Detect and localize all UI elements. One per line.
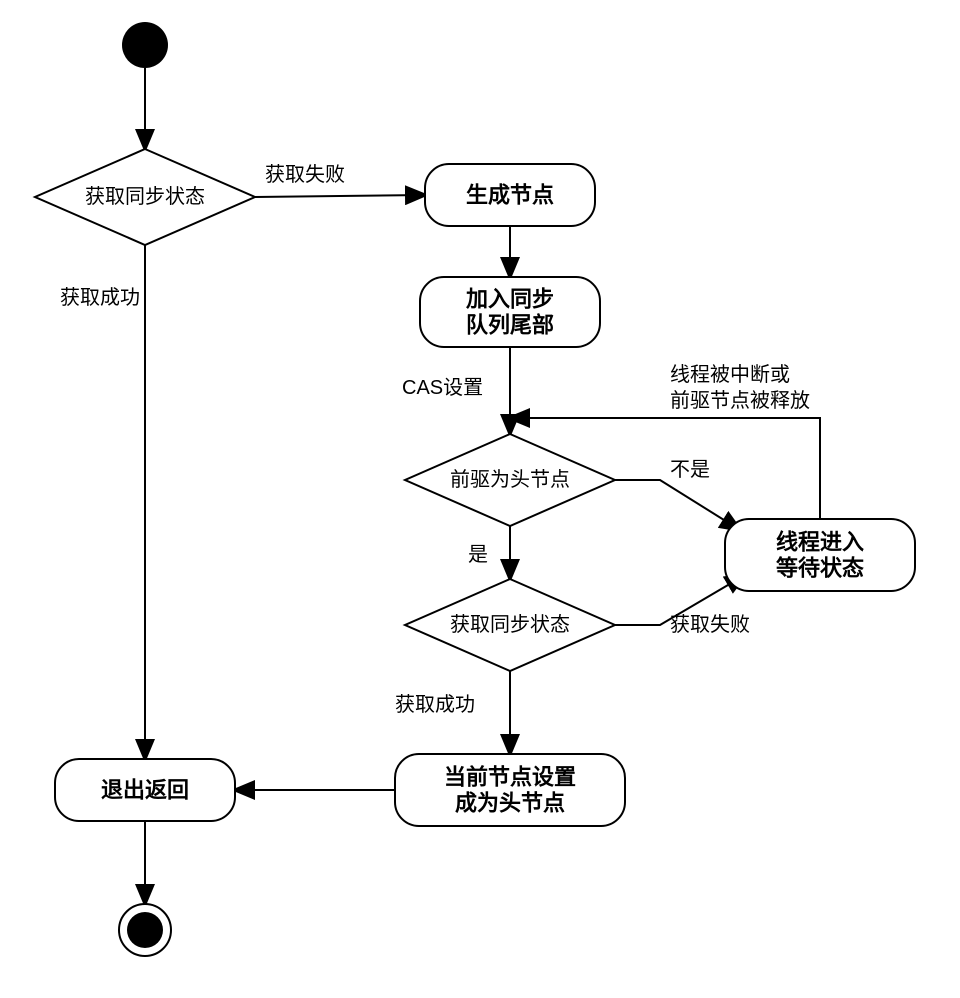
- activity-label: 生成节点: [466, 183, 554, 208]
- flowchart-diagram: 获取同步状态生成节点加入同步队列尾部前驱为头节点获取同步状态线程进入等待状态当前…: [0, 0, 960, 998]
- edge-label: 获取成功: [395, 693, 475, 716]
- activity-label: 当前节点设置: [444, 765, 576, 790]
- nodes-layer: 获取同步状态生成节点加入同步队列尾部前驱为头节点获取同步状态线程进入等待状态当前…: [35, 22, 915, 956]
- edge-label: CAS设置: [402, 376, 483, 399]
- edge: [615, 480, 740, 530]
- activity-label: 加入同步: [465, 287, 554, 312]
- end-node-dot: [127, 912, 163, 948]
- edge-label: 是: [468, 544, 488, 566]
- edge-label: 获取失败: [670, 613, 750, 636]
- edge-label: 线程被中断或: [670, 363, 790, 386]
- edge: [255, 195, 425, 197]
- edge-label: 前驱节点被释放: [670, 389, 810, 412]
- decision-label: 获取同步状态: [450, 613, 570, 636]
- edge-label: 获取成功: [60, 286, 140, 309]
- start-node: [122, 22, 168, 68]
- decision-label: 前驱为头节点: [450, 468, 570, 491]
- activity-label: 退出返回: [101, 778, 189, 803]
- edge-label: 不是: [670, 459, 710, 481]
- edge-label: 获取失败: [265, 163, 345, 186]
- activity-label: 成为头节点: [455, 791, 565, 816]
- activity-label: 等待状态: [776, 556, 864, 581]
- activity-label: 队列尾部: [466, 313, 554, 338]
- decision-label: 获取同步状态: [85, 185, 205, 208]
- activity-label: 线程进入: [776, 530, 864, 555]
